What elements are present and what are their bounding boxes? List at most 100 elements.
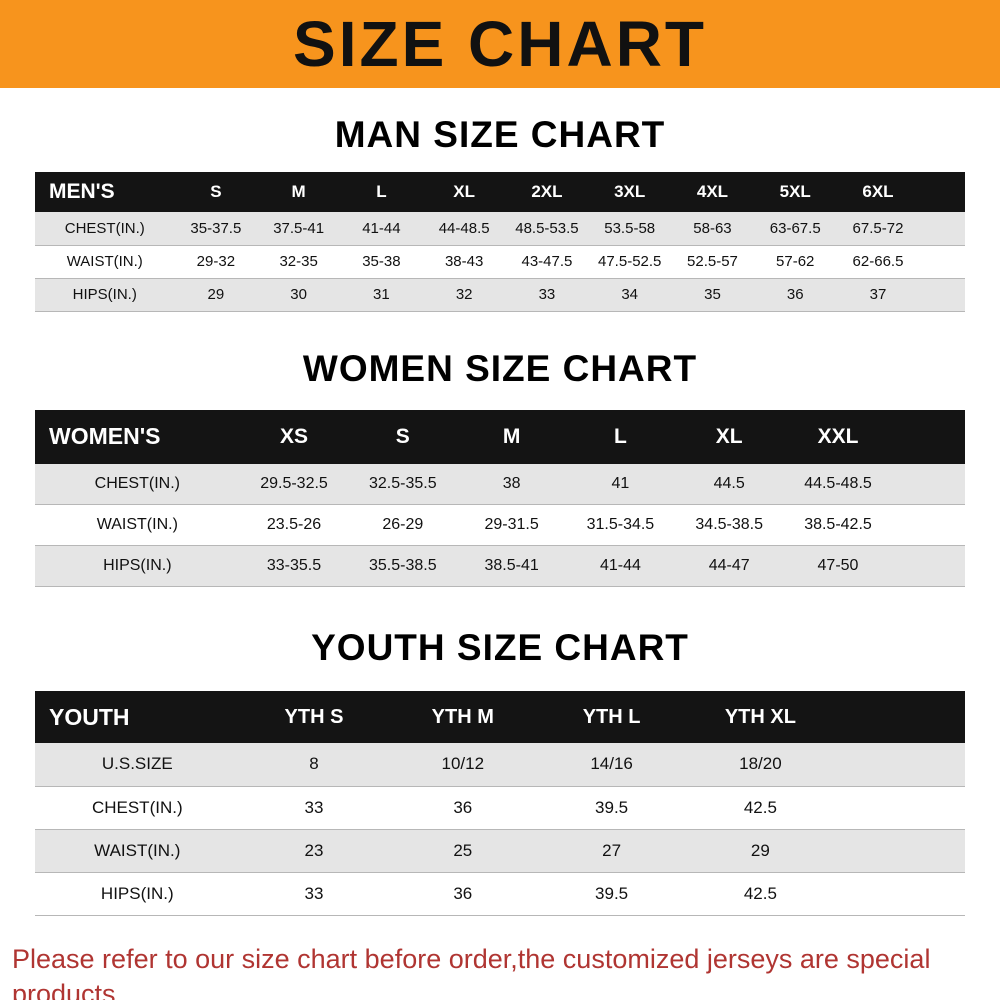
size-column-header: YTH M: [388, 691, 538, 743]
size-value: 32-35: [257, 245, 341, 279]
size-value: 23.5-26: [239, 504, 349, 546]
table-row: HIPS(IN.) 33-35.5 35.5-38.5 38.5-41 41-44 44-…: [35, 545, 965, 587]
measurement-label: HIPS(IN.): [35, 872, 240, 916]
table-row: WAIST(IN.) 23.5-26 26-29 29-31.5 31.5-34.5 34…: [35, 504, 965, 546]
size-column-header: M: [457, 409, 566, 464]
size-value: 31: [340, 278, 423, 312]
filler-cell: [919, 212, 965, 246]
footer-disclaimer-line1: Please refer to our size chart before or…: [12, 943, 931, 1000]
filler-cell: [834, 743, 965, 787]
table-row: CHEST(IN.) 29.5-32.5 32.5-35.5 38 41 44.5 44.5…: [35, 463, 965, 505]
women-size-table: WOMEN'S XS S M L XL XXL CHEST(IN.) 29.5-32.5 32.5…: [35, 409, 965, 587]
size-column-header: XL: [674, 409, 784, 464]
size-value: 37.5-41: [257, 212, 341, 246]
youth-size-table: YOUTH YTH S YTH M YTH L YTH XL U.S.SIZE 8 10/12…: [35, 691, 965, 916]
table-header-label: WOMEN'S: [35, 409, 240, 464]
table-row: CHEST(IN.) 33 36 39.5 42.5: [35, 786, 965, 830]
women-section-title: WOMEN SIZE CHART: [302, 347, 698, 389]
measurement-label: CHEST(IN.): [35, 463, 240, 505]
size-value: 44.5-48.5: [783, 463, 893, 505]
size-value: 37: [836, 278, 920, 312]
size-column-header: 2XL: [505, 172, 589, 212]
size-value: 41: [566, 463, 675, 505]
measurement-label: WAIST(IN.): [35, 829, 240, 873]
measurement-label: CHEST(IN.): [35, 786, 240, 830]
filler-cell: [834, 872, 965, 916]
men-size-table: MEN'S S M L XL 2XL 3XL 4XL 5XL 6XL CHEST(IN.) 35-37…: [35, 172, 965, 312]
size-value: 62-66.5: [836, 245, 920, 279]
size-value: 26-29: [348, 504, 458, 546]
filler-cell: [834, 829, 965, 873]
size-value: 36: [388, 872, 538, 916]
table-row: CHEST(IN.) 35-37.5 37.5-41 41-44 44-48.5 48.5…: [35, 212, 965, 246]
filler-cell: [919, 278, 965, 312]
men-size-table-wrap: MEN'S S M L XL 2XL 3XL 4XL 5XL 6XL CHEST(IN.) 35-37…: [35, 172, 965, 312]
size-column-header: YTH L: [537, 691, 686, 743]
table-header-row: WOMEN'S XS S M L XL XXL: [35, 409, 965, 464]
youth-section-title: YOUTH SIZE CHART: [311, 627, 689, 668]
table-header-row: YOUTH YTH S YTH M YTH L YTH XL: [35, 691, 965, 743]
size-column-header: L: [340, 172, 423, 212]
size-value: 34.5-38.5: [674, 504, 784, 546]
measurement-label: WAIST(IN.): [35, 245, 175, 279]
size-column-header: XXL: [783, 409, 893, 464]
size-value: 67.5-72: [836, 212, 920, 246]
filler-cell: [892, 463, 965, 505]
size-value: 47.5-52.5: [588, 245, 672, 279]
size-value: 32.5-35.5: [348, 463, 458, 505]
size-value: 35-37.5: [174, 212, 258, 246]
measurement-label: HIPS(IN.): [35, 545, 240, 587]
size-value: 18/20: [685, 743, 835, 787]
table-row: HIPS(IN.) 33 36 39.5 42.5: [35, 872, 965, 916]
table-header-label: MEN'S: [35, 172, 175, 212]
size-value: 41-44: [566, 545, 675, 587]
women-size-table-wrap: WOMEN'S XS S M L XL XXL CHEST(IN.) 29.5-32.5 32.5…: [35, 409, 965, 587]
measurement-label: CHEST(IN.): [35, 212, 175, 246]
size-value: 14/16: [537, 743, 686, 787]
size-value: 35-38: [340, 245, 423, 279]
size-value: 44-48.5: [422, 212, 506, 246]
size-value: 35: [671, 278, 754, 312]
filler-cell: [892, 545, 965, 587]
size-value: 27: [537, 829, 686, 873]
table-header-row: MEN'S S M L XL 2XL 3XL 4XL 5XL 6XL: [35, 172, 965, 212]
size-value: 41-44: [340, 212, 423, 246]
size-value: 23: [239, 829, 389, 873]
size-value: 8: [239, 743, 389, 787]
measurement-label: HIPS(IN.): [35, 278, 175, 312]
size-value: 38: [457, 463, 566, 505]
size-value: 29-31.5: [457, 504, 566, 546]
size-value: 38-43: [422, 245, 506, 279]
size-value: 33-35.5: [239, 545, 349, 587]
filler-cell: [834, 786, 965, 830]
size-value: 31.5-34.5: [566, 504, 675, 546]
filler-cell: [892, 504, 965, 546]
size-column-header: 6XL: [836, 172, 920, 212]
size-value: 30: [257, 278, 341, 312]
men-section-title: MAN SIZE CHART: [334, 114, 666, 155]
size-value: 43-47.5: [505, 245, 589, 279]
size-value: 29.5-32.5: [239, 463, 349, 505]
size-column-header: 3XL: [588, 172, 672, 212]
footer-disclaimer: Please refer to our size chart before or…: [12, 942, 990, 1000]
size-value: 48.5-53.5: [505, 212, 589, 246]
size-value: 53.5-58: [588, 212, 672, 246]
size-value: 29-32: [174, 245, 258, 279]
size-value: 33: [505, 278, 589, 312]
size-value: 29: [174, 278, 258, 312]
size-value: 38.5-42.5: [783, 504, 893, 546]
size-column-header: YTH S: [239, 691, 389, 743]
size-value: 25: [388, 829, 538, 873]
size-column-header: 5XL: [753, 172, 837, 212]
size-value: 44-47: [674, 545, 784, 587]
table-row: WAIST(IN.) 29-32 32-35 35-38 38-43 43-47.5 47.…: [35, 245, 965, 279]
size-value: 47-50: [783, 545, 893, 587]
size-value: 39.5: [537, 786, 686, 830]
size-column-header: M: [257, 172, 341, 212]
filler-cell: [919, 245, 965, 279]
size-column-header: XL: [422, 172, 506, 212]
size-value: 58-63: [671, 212, 754, 246]
size-value: 10/12: [388, 743, 538, 787]
size-column-header: S: [174, 172, 258, 212]
table-row: HIPS(IN.) 29 30 31 32 33 34 35 36 37: [35, 278, 965, 312]
